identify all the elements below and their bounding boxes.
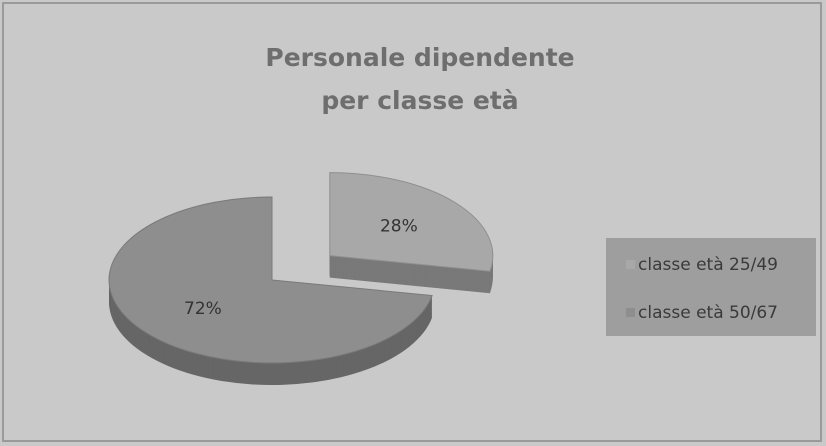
slice	[108, 196, 433, 364]
data-label: 72%	[184, 299, 222, 319]
chart-title: Personale dipendente per classe età	[265, 43, 575, 115]
legend-marker	[626, 308, 635, 317]
legend-label: classe età 25/49	[638, 255, 778, 275]
legend-label: classe età 50/67	[638, 303, 778, 323]
legend-box	[606, 238, 816, 336]
legend-marker	[626, 260, 635, 269]
data-label: 28%	[380, 217, 418, 237]
slice	[329, 172, 494, 272]
